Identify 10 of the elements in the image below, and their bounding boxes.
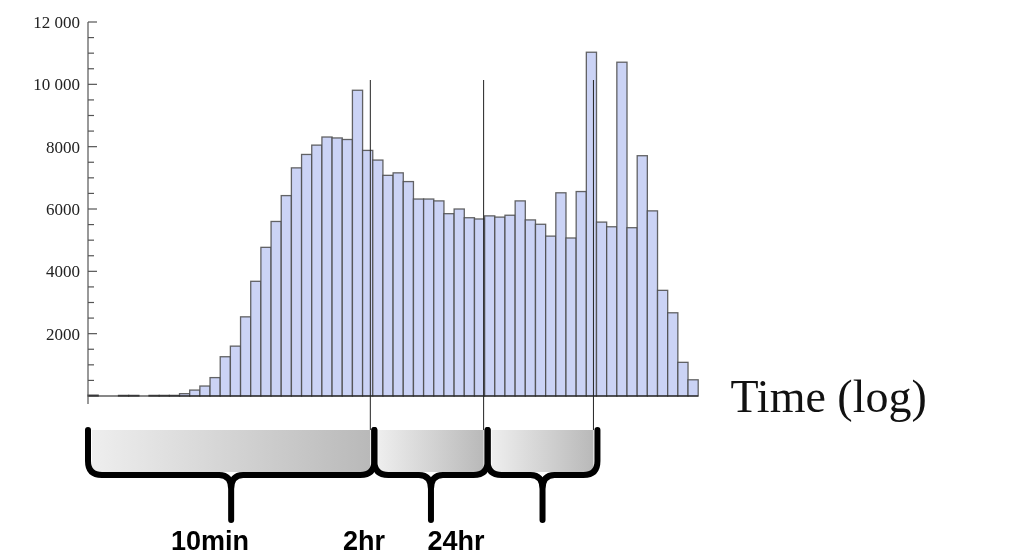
- y-tick-label: 12 000: [33, 12, 80, 32]
- text: 10min: [170, 526, 250, 556]
- x-axis-title: Time (log): [730, 371, 927, 422]
- y-tick-label: 2000: [46, 324, 80, 344]
- y-tick-label: 6000: [46, 199, 80, 219]
- y-tick-label: 8000: [46, 137, 80, 157]
- y-tick-label: 4000: [46, 262, 80, 282]
- y-tick-label: 10 000: [33, 75, 80, 95]
- text: 24hr: [427, 526, 485, 556]
- text: 2hr: [342, 526, 386, 556]
